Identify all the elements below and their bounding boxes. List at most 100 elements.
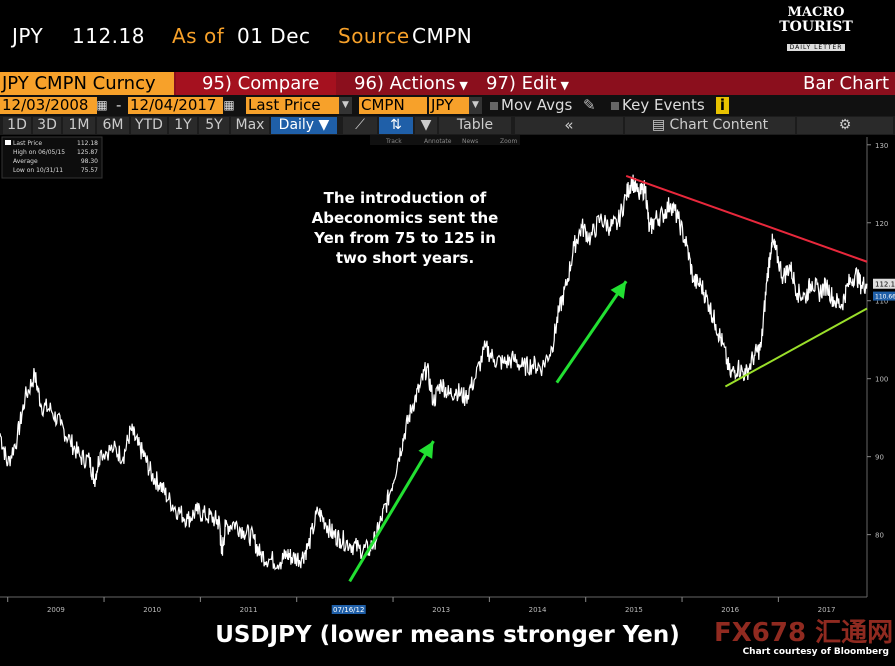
chevron-down-icon[interactable]: ▼ (469, 97, 482, 114)
green-arrow-head (418, 441, 434, 459)
period-5y-button[interactable]: 5Y (199, 117, 229, 134)
annotation-line: two short years. (336, 249, 474, 267)
legend-value: 112.18 (77, 140, 98, 147)
watermark: FX678 汇通网 (714, 618, 894, 648)
input-row: 12/03/2008 ▦ - 12/04/2017 ▦ Last Price ▼… (0, 95, 895, 116)
date-separator: - (116, 96, 122, 114)
period-max-button[interactable]: Max (231, 117, 269, 134)
chart-toolbar: 1D 3D 1M 6M YTD 1Y 5Y Max Daily ▼ ⟋ ⇅ ▼ … (0, 116, 895, 135)
period-6m-button[interactable]: 6M (97, 117, 129, 134)
x-tick-labels: 20092010201120122013201420152016201707/1… (7, 597, 836, 614)
source-select[interactable]: CMPN (359, 97, 427, 114)
period-ytd-button[interactable]: YTD (131, 117, 167, 134)
cursor-date-box (331, 605, 366, 614)
trendlines (625, 175, 868, 388)
annotation-line: The introduction of (324, 189, 487, 207)
y-tick-label: 130 (875, 142, 888, 150)
last-price-tag (873, 278, 895, 289)
field-select[interactable]: Last Price (246, 97, 340, 114)
tools-strip (370, 135, 520, 145)
calendar-icon[interactable]: ▦ (223, 98, 235, 112)
table-button[interactable]: Table (439, 117, 511, 134)
checkbox-icon[interactable] (611, 102, 619, 110)
period-3d-button[interactable]: 3D (33, 117, 61, 134)
chevron-down-icon[interactable]: ▼ (339, 97, 352, 114)
chart-caption: USDJPY (lower means stronger Yen) (215, 622, 680, 648)
usdjpy-chart: Track Annotate News Zoom Last Price 112.18 Hi… (0, 135, 895, 622)
key-events-toggle[interactable]: Key Events (611, 97, 705, 114)
header-bar: JPY 112.18 As of 01 Dec Source CMPN MACR… (0, 0, 895, 72)
legend-swatch (5, 140, 11, 145)
frequency-select[interactable]: Daily ▼ (271, 117, 337, 134)
security-field[interactable]: JPY CMPN Curncy (0, 72, 174, 95)
chart-tools: Track Annotate News Zoom (370, 135, 520, 145)
period-1y-button[interactable]: 1Y (169, 117, 197, 134)
y-tick-labels: 80 90 100 110 120 130 (867, 142, 888, 540)
calendar-icon[interactable]: ▦ (96, 98, 108, 112)
annotation-line: Abeconomics sent the (312, 209, 499, 227)
pencil-icon[interactable]: ✎ (583, 96, 596, 114)
x-tick-label: 2016 (721, 606, 739, 614)
x-tick-label: 2009 (47, 606, 65, 614)
y-tick-label: 110 (875, 298, 888, 306)
chevron-down-icon: ▼ (560, 79, 569, 92)
tool-label: Annotate (424, 138, 452, 145)
x-tick-label: 2017 (818, 606, 836, 614)
y-tick-label: 120 (875, 220, 888, 228)
green-arrow-shaft (555, 280, 628, 384)
gear-icon[interactable]: ⚙ (797, 117, 893, 134)
price-series (0, 174, 868, 571)
header-price: 112.18 (72, 24, 145, 48)
legend-label: Low on 10/31/11 (13, 167, 63, 174)
chart-content-button[interactable]: ▤ Chart Content (625, 117, 795, 134)
tool-label: Track (385, 138, 402, 145)
green-arrow-shaft (348, 440, 435, 583)
tool-label: News (462, 138, 478, 145)
y-tick-label: 80 (875, 532, 884, 540)
bar-chart-icon[interactable]: ⇅ (379, 117, 413, 134)
legend-value: 75.57 (81, 167, 98, 174)
cursor-date-label: 07/16/12 (333, 606, 364, 614)
annotation-arrows (348, 280, 628, 583)
actions-menu[interactable]: 96) Actions ▼ (354, 73, 468, 94)
x-tick-label: 2011 (240, 606, 258, 614)
second-price-tag (873, 291, 895, 301)
second-price-tag-label: 110.66 (875, 294, 895, 301)
menu-bar: JPY CMPN Curncy 95) Compare 96) Actions ▼… (0, 72, 895, 95)
period-1m-button[interactable]: 1M (63, 117, 95, 134)
chevron-down-icon: ▼ (459, 79, 468, 92)
y-tick-label: 100 (875, 376, 888, 384)
edit-menu[interactable]: 97) Edit ▼ (486, 73, 569, 94)
legend-box (1, 136, 103, 179)
chevron-down-icon[interactable]: ▼ (415, 117, 437, 134)
last-price-tag-label: 112.18 (875, 281, 895, 289)
period-1d-button[interactable]: 1D (3, 117, 31, 134)
mov-avgs-toggle[interactable]: Mov Avgs (490, 97, 572, 114)
price-tags: 112.18 110.66 (873, 278, 895, 301)
checkbox-icon[interactable] (490, 102, 498, 110)
as-of-label: As of (172, 24, 225, 48)
end-date-input[interactable]: 12/04/2017 (128, 97, 223, 114)
legend-label: High on 06/05/15 (13, 149, 65, 156)
start-date-input[interactable]: 12/03/2008 (0, 97, 97, 114)
legend-value: 98.30 (81, 158, 98, 165)
chart-credit: Chart courtesy of Bloomberg (742, 647, 889, 657)
compare-menu[interactable]: 95) Compare (176, 72, 336, 95)
legend: Last Price 112.18 High on 06/05/15 125.87 Av… (1, 136, 103, 179)
currency-select[interactable]: JPY (429, 97, 471, 114)
x-tick-label: 2013 (432, 606, 450, 614)
source-label: Source (338, 24, 410, 48)
legend-label: Average (13, 158, 38, 165)
line-chart-icon[interactable]: ⟋ (343, 117, 377, 134)
as-of-date: 01 Dec (237, 24, 311, 48)
x-tick-label: 2015 (625, 606, 643, 614)
back-button[interactable]: « (515, 117, 623, 134)
series-line-last-price (0, 174, 868, 571)
annotation-text: The introduction of Abeconomics sent the Y… (312, 189, 499, 267)
support-trendline (724, 307, 868, 388)
resistance-trendline (625, 175, 868, 263)
info-icon[interactable]: i (716, 97, 729, 114)
annotation-line: Yen from 75 to 125 in (313, 229, 496, 247)
x-tick-label: 2010 (143, 606, 161, 614)
y-tick-label: 90 (875, 454, 884, 462)
